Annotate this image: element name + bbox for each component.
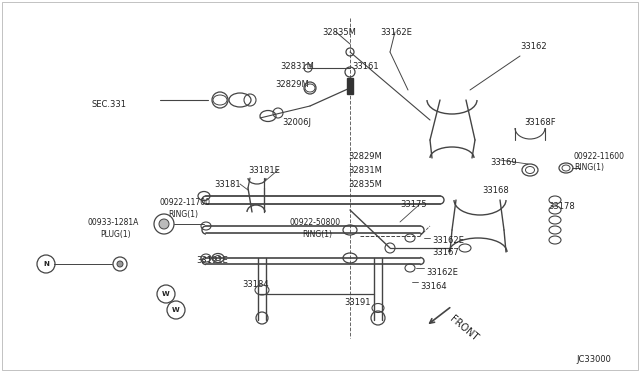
Text: 33167: 33167 bbox=[432, 248, 459, 257]
Text: 33161: 33161 bbox=[352, 62, 379, 71]
Text: 33191: 33191 bbox=[344, 298, 371, 307]
Text: 32006J: 32006J bbox=[282, 118, 311, 127]
Text: 00922-50800: 00922-50800 bbox=[290, 218, 341, 227]
Text: RING(1): RING(1) bbox=[574, 163, 604, 172]
Text: 00933-1281A: 00933-1281A bbox=[88, 218, 140, 227]
Text: W: W bbox=[172, 307, 180, 313]
Text: SEC.331: SEC.331 bbox=[92, 100, 127, 109]
Text: PLUG(1): PLUG(1) bbox=[100, 230, 131, 239]
Text: 33175: 33175 bbox=[400, 200, 427, 209]
Text: 33164: 33164 bbox=[420, 282, 447, 291]
Text: 33162: 33162 bbox=[520, 42, 547, 51]
Bar bbox=[347, 78, 353, 94]
Text: 32831M: 32831M bbox=[348, 166, 382, 175]
Text: 32831M: 32831M bbox=[280, 62, 314, 71]
Text: 33181E: 33181E bbox=[248, 166, 280, 175]
Text: 32829M: 32829M bbox=[348, 152, 381, 161]
Text: N: N bbox=[43, 261, 49, 267]
Text: 33162E: 33162E bbox=[426, 268, 458, 277]
Text: 33181: 33181 bbox=[214, 180, 241, 189]
Text: 32829M: 32829M bbox=[275, 80, 308, 89]
Text: JC33000: JC33000 bbox=[576, 355, 611, 364]
Text: FRONT: FRONT bbox=[448, 314, 480, 343]
Text: 33178: 33178 bbox=[548, 202, 575, 211]
Text: RING(1): RING(1) bbox=[168, 210, 198, 219]
Text: 00922-11700: 00922-11700 bbox=[160, 198, 211, 207]
Text: 33169: 33169 bbox=[490, 158, 516, 167]
Text: 33168: 33168 bbox=[482, 186, 509, 195]
Text: 33162E: 33162E bbox=[380, 28, 412, 37]
Circle shape bbox=[159, 219, 169, 229]
Text: 33184: 33184 bbox=[242, 280, 269, 289]
Text: W: W bbox=[162, 291, 170, 297]
Text: 00922-11600: 00922-11600 bbox=[574, 152, 625, 161]
Text: 32835M: 32835M bbox=[322, 28, 356, 37]
Circle shape bbox=[117, 261, 123, 267]
Text: 33168F: 33168F bbox=[524, 118, 556, 127]
Text: 33162E: 33162E bbox=[432, 236, 464, 245]
Text: 32835M: 32835M bbox=[348, 180, 382, 189]
Text: 33191E: 33191E bbox=[196, 256, 228, 265]
Text: RING(1): RING(1) bbox=[302, 230, 332, 239]
